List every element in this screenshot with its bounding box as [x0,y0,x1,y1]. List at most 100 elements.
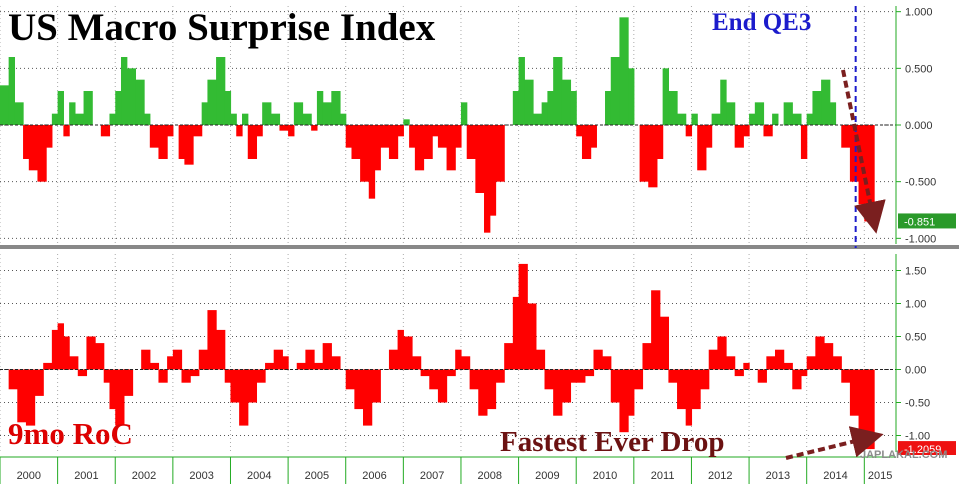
top-bar [432,125,439,137]
bottom-bar [455,349,462,370]
top-bar [605,91,612,125]
top-bar [576,125,583,137]
top-bar [524,79,534,125]
bottom-bar [296,362,306,370]
bottom-bar [305,349,315,370]
top-bar [806,113,814,125]
top-bar [455,125,462,148]
top-bar [262,102,272,125]
bottom-y-tick-label: -0.50 [905,398,930,410]
top-y-tick-label: -1.000 [905,233,936,245]
bottom-bar [411,356,422,370]
top-bar [864,125,871,222]
x-axis-label: 2012 [708,470,732,482]
bottom-bar [512,296,520,370]
x-axis-label: 2001 [74,470,98,482]
top-bar [270,113,281,125]
x-axis-label: 2007 [420,470,444,482]
top-bar [800,125,808,159]
top-bar [870,125,875,222]
bottom-bar [774,349,785,370]
top-bar [711,113,721,125]
qe3-annotation: End QE3 [712,9,811,36]
top-bar [841,125,851,148]
bottom-bar [224,369,232,383]
top-bar [489,125,497,216]
top-bar [691,113,698,125]
bottom-bar [642,343,652,370]
bottom-bar [181,369,191,383]
top-bar [792,113,802,125]
bottom-bar [864,369,871,450]
top-bar [734,125,744,148]
bottom-bar [69,356,79,370]
watermark: JAPLAKAL.COM [860,449,947,461]
top-bar [829,102,837,125]
bottom-y-tick-label: 0.50 [905,332,926,344]
top-bar [561,79,572,125]
top-bar [397,125,404,137]
bottom-bar [734,369,744,377]
bottom-bar [43,362,53,370]
top-bar [812,91,822,125]
top-bar [388,125,399,159]
bottom-bar [331,356,341,370]
top-bar [115,91,122,125]
bottom-bar [544,369,554,390]
top-bar [216,57,226,125]
top-bar [720,79,727,125]
bottom-bar [207,310,217,370]
top-y-tick-label: 0.500 [905,63,933,75]
top-bar [639,125,649,182]
x-axis-label: 2002 [132,470,156,482]
bottom-bar [63,336,70,370]
top-bar [763,125,773,137]
top-bar [374,125,381,171]
bottom-bar [685,369,693,426]
bottom-bar [610,369,621,403]
bottom-bar [561,369,572,403]
top-bar [224,91,232,125]
top-bar [109,113,116,125]
top-bar [570,91,577,125]
top-bar [783,102,793,125]
top-bar [0,85,10,125]
top-bar [705,125,713,148]
top-bar [677,113,687,125]
x-axis-label: 2005 [305,470,329,482]
bottom-bar [429,369,439,390]
bottom-panel: 1.50 1.00 0.50 0.00 -0.50 -1.00-1.2059 [0,254,956,457]
top-bar [849,125,860,182]
top-bar [403,119,410,125]
bottom-bar [8,369,18,390]
bottom-bar [239,369,249,426]
bottom-bar [700,369,710,390]
top-bar [256,125,263,137]
top-bar [8,57,16,125]
bottom-bar [602,356,612,370]
bottom-bar [651,290,661,370]
bottom-bar [570,369,577,383]
top-y-tick-label: 1.000 [905,7,933,19]
top-bar [100,125,111,137]
top-bar [178,125,185,159]
bottom-bar [823,343,834,370]
top-bar [351,125,361,159]
x-axis-label: 2009 [535,470,559,482]
bottom-bar [172,349,183,370]
bottom-bar [870,369,875,450]
top-bar [331,91,341,125]
bottom-bar [806,356,816,370]
bottom-bar [282,356,289,370]
bottom-bar [628,369,635,416]
bottom-bar [832,356,842,370]
top-bar [772,113,779,125]
bottom-bar [247,369,258,403]
top-bar [532,113,543,125]
x-axis-label: 2006 [362,470,386,482]
top-bar [749,113,756,125]
bottom-y-tick-label: 1.00 [905,299,926,311]
bottom-bar [486,369,497,410]
bottom-bar [388,349,399,370]
drop-annotation: Fastest Ever Drop [500,426,724,458]
